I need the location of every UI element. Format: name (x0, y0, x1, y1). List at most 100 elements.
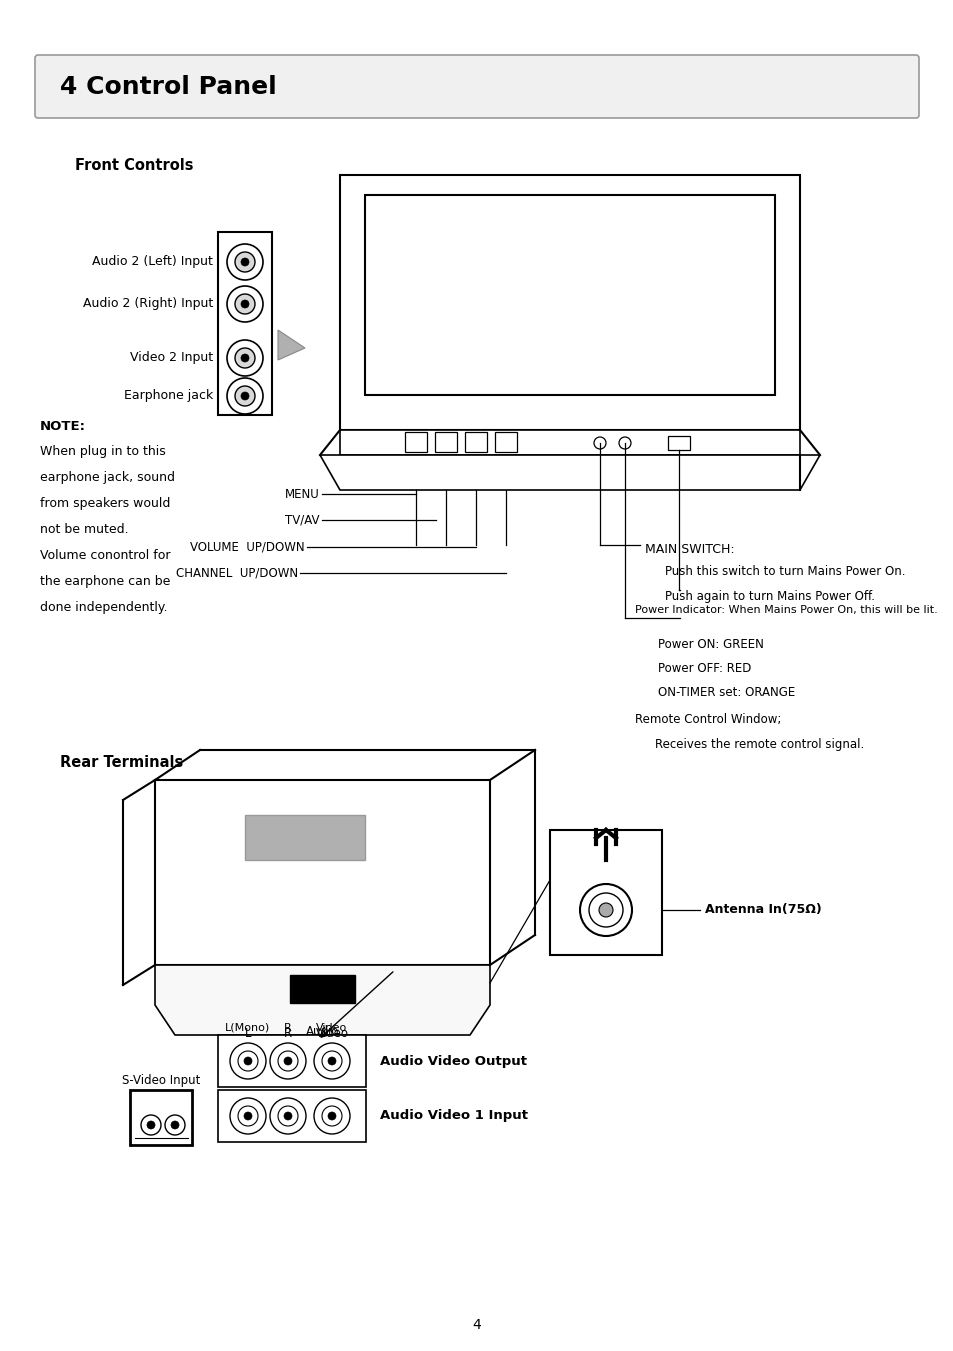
Bar (218, 1035, 366, 1088)
Bar (290, 975, 355, 1002)
Text: L(Mono): L(Mono) (225, 1023, 271, 1034)
Text: earphone jack, sound: earphone jack, sound (40, 471, 174, 484)
Bar (130, 1090, 192, 1146)
Circle shape (237, 1106, 257, 1125)
Text: R: R (284, 1023, 292, 1034)
Circle shape (314, 1098, 350, 1133)
Circle shape (328, 1056, 335, 1065)
Text: Video 2 Input: Video 2 Input (130, 351, 213, 365)
Circle shape (234, 386, 254, 407)
Circle shape (284, 1112, 292, 1120)
Bar (154, 780, 490, 965)
Text: Audio Video Output: Audio Video Output (379, 1055, 526, 1067)
Text: Push this switch to turn Mains Power On.: Push this switch to turn Mains Power On. (664, 565, 904, 578)
Bar (339, 176, 800, 430)
Bar (495, 432, 517, 453)
Circle shape (270, 1098, 306, 1133)
Text: not be muted.: not be muted. (40, 523, 129, 536)
Bar (245, 815, 365, 861)
Circle shape (284, 1056, 292, 1065)
Polygon shape (277, 330, 305, 359)
Bar (667, 436, 689, 450)
Text: 4 Control Panel: 4 Control Panel (60, 74, 276, 99)
Bar (435, 432, 456, 453)
Circle shape (241, 354, 249, 362)
Text: S-Video Input: S-Video Input (122, 1074, 200, 1088)
Polygon shape (339, 430, 800, 455)
Text: 4: 4 (472, 1319, 481, 1332)
Circle shape (234, 253, 254, 272)
Bar (218, 232, 272, 415)
Text: the earphone can be: the earphone can be (40, 576, 171, 588)
Circle shape (230, 1043, 266, 1079)
Text: Push again to turn Mains Power Off.: Push again to turn Mains Power Off. (664, 590, 874, 603)
Bar (218, 1090, 366, 1142)
Text: Video: Video (315, 1027, 348, 1040)
Circle shape (277, 1051, 297, 1071)
Text: Power ON: GREEN: Power ON: GREEN (658, 638, 763, 651)
Text: Earphone jack: Earphone jack (124, 389, 213, 403)
Text: Audio 2 (Right) Input: Audio 2 (Right) Input (83, 297, 213, 311)
Circle shape (328, 1112, 335, 1120)
Circle shape (244, 1056, 252, 1065)
Text: MAIN SWITCH:: MAIN SWITCH: (644, 543, 734, 557)
Text: Rear Terminals: Rear Terminals (60, 755, 183, 770)
Circle shape (234, 349, 254, 367)
Circle shape (618, 436, 630, 449)
Text: TV/AV: TV/AV (285, 513, 319, 527)
Circle shape (588, 893, 622, 927)
Text: Audio 2 (Left) Input: Audio 2 (Left) Input (92, 255, 213, 269)
Text: VOLUME  UP/DOWN: VOLUME UP/DOWN (191, 540, 305, 554)
Circle shape (241, 258, 249, 266)
Text: Audio Video 1 Input: Audio Video 1 Input (379, 1109, 527, 1123)
Circle shape (244, 1112, 252, 1120)
Text: ON-TIMER set: ORANGE: ON-TIMER set: ORANGE (658, 686, 795, 698)
Text: R: R (284, 1027, 292, 1040)
Circle shape (241, 392, 249, 400)
Text: Power Indicator: When Mains Power On, this will be lit.: Power Indicator: When Mains Power On, th… (635, 605, 937, 615)
Circle shape (227, 286, 263, 322)
Circle shape (579, 884, 631, 936)
Circle shape (227, 245, 263, 280)
Circle shape (147, 1121, 154, 1129)
Circle shape (227, 378, 263, 413)
Polygon shape (301, 1035, 345, 1085)
Circle shape (237, 1051, 257, 1071)
Text: Volume conontrol for: Volume conontrol for (40, 549, 171, 562)
Circle shape (322, 1106, 341, 1125)
Circle shape (277, 1106, 297, 1125)
Text: Front Controls: Front Controls (75, 158, 193, 173)
Circle shape (230, 1098, 266, 1133)
Text: Remote Control Window;: Remote Control Window; (635, 713, 781, 725)
Text: Audio: Audio (306, 1025, 339, 1038)
Circle shape (594, 436, 605, 449)
Bar (405, 432, 427, 453)
Bar (365, 195, 774, 394)
Circle shape (234, 295, 254, 313)
Text: Receives the remote control signal.: Receives the remote control signal. (655, 738, 863, 751)
Text: CHANNEL  UP/DOWN: CHANNEL UP/DOWN (175, 566, 297, 580)
Text: Antenna In(75Ω): Antenna In(75Ω) (704, 904, 821, 916)
FancyBboxPatch shape (35, 55, 918, 118)
Circle shape (241, 300, 249, 308)
Text: Power OFF: RED: Power OFF: RED (658, 662, 751, 676)
Circle shape (227, 340, 263, 376)
Polygon shape (154, 965, 490, 1035)
Circle shape (598, 902, 613, 917)
Circle shape (322, 1051, 341, 1071)
Text: MENU: MENU (285, 488, 319, 500)
Circle shape (165, 1115, 185, 1135)
Circle shape (314, 1043, 350, 1079)
Bar (464, 432, 486, 453)
Circle shape (270, 1043, 306, 1079)
Polygon shape (319, 455, 820, 490)
Text: NOTE:: NOTE: (40, 420, 86, 434)
Text: Video: Video (316, 1023, 347, 1034)
Circle shape (141, 1115, 161, 1135)
Text: L: L (245, 1027, 251, 1040)
Text: from speakers would: from speakers would (40, 497, 171, 509)
Text: When plug in to this: When plug in to this (40, 444, 166, 458)
Circle shape (171, 1121, 179, 1129)
Text: done independently.: done independently. (40, 601, 168, 613)
Bar (550, 830, 661, 955)
